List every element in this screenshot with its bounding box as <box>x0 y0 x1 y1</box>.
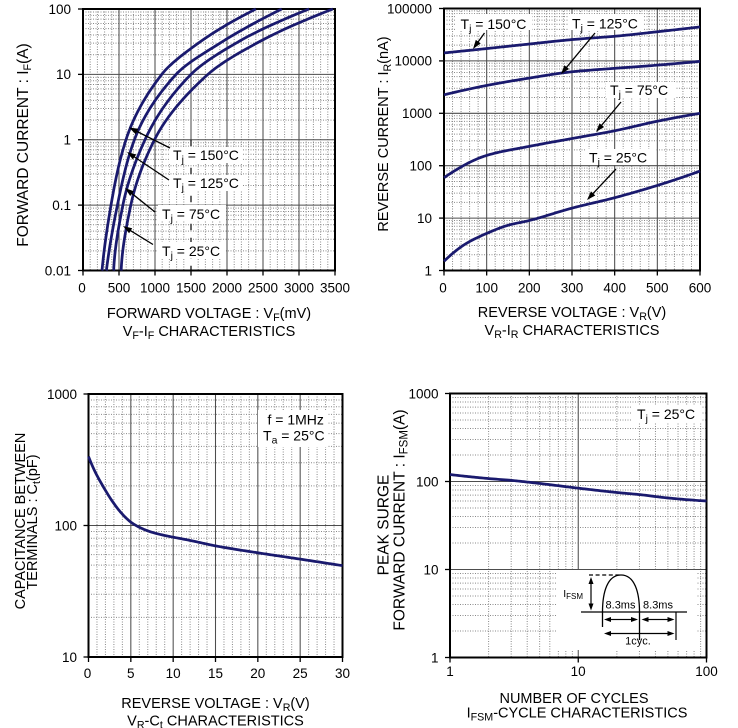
svg-text:8.3ms: 8.3ms <box>606 600 636 612</box>
svg-text:1: 1 <box>431 650 439 665</box>
svg-text:100: 100 <box>54 518 77 533</box>
svg-text:VR​-IR​ CHARACTERISTICS: VR​-IR​ CHARACTERISTICS <box>485 323 660 341</box>
svg-text:2500: 2500 <box>248 281 278 296</box>
svg-text:10: 10 <box>166 666 181 681</box>
svg-text:5: 5 <box>127 666 135 681</box>
svg-text:200: 200 <box>518 281 541 296</box>
svg-text:10: 10 <box>571 664 586 679</box>
svg-text:VR​-Ct​ CHARACTERISTICS: VR​-Ct​ CHARACTERISTICS <box>127 714 304 728</box>
svg-text:600: 600 <box>689 281 712 296</box>
svg-text:3500: 3500 <box>320 281 350 296</box>
svg-text:Tj​ = 75°C: Tj​ = 75°C <box>610 82 668 101</box>
svg-text:100: 100 <box>416 474 439 489</box>
svg-text:10: 10 <box>417 211 432 226</box>
svg-text:NUMBER OF CYCLES: NUMBER OF CYCLES <box>499 691 648 707</box>
svg-text:Tj​ = 150°C: Tj​ = 150°C <box>173 147 239 166</box>
svg-text:IFSM: IFSM <box>563 588 583 601</box>
svg-text:30: 30 <box>335 666 350 681</box>
svg-text:REVERSE VOLTAGE : VR​(V): REVERSE VOLTAGE : VR​(V) <box>121 696 310 714</box>
svg-text:Tj​ = 25°C: Tj​ = 25°C <box>162 243 220 262</box>
svg-text:Tj​ = 125°C: Tj​ = 125°C <box>572 16 638 35</box>
svg-text:20: 20 <box>250 666 265 681</box>
svg-text:100: 100 <box>475 281 498 296</box>
svg-text:PEAK SURGE: PEAK SURGE <box>376 475 393 576</box>
svg-text:10000: 10000 <box>394 54 432 69</box>
svg-text:100: 100 <box>409 159 432 174</box>
svg-text:10: 10 <box>62 650 77 665</box>
svg-text:25: 25 <box>293 666 308 681</box>
svg-text:1000: 1000 <box>408 386 438 401</box>
svg-text:1: 1 <box>446 664 454 679</box>
svg-text:100: 100 <box>48 2 71 17</box>
svg-text:1: 1 <box>424 263 432 278</box>
svg-text:0: 0 <box>84 666 92 681</box>
svg-text:100000: 100000 <box>387 1 432 16</box>
svg-text:FORWARD CURRENT : IFSM​(A): FORWARD CURRENT : IFSM​(A) <box>392 409 411 630</box>
svg-text:1000: 1000 <box>47 387 77 402</box>
svg-text:1: 1 <box>63 133 71 148</box>
svg-text:10: 10 <box>423 562 438 577</box>
svg-text:8.3ms: 8.3ms <box>643 600 673 612</box>
svg-text:0: 0 <box>78 281 86 296</box>
svg-text:10: 10 <box>56 67 71 82</box>
svg-text:IFSM​-CYCLE CHARACTERISTICS: IFSM​-CYCLE CHARACTERISTICS <box>467 706 688 724</box>
svg-text:Tj​ = 75°C: Tj​ = 75°C <box>162 206 220 225</box>
svg-text:TERMINALS : Ct​(pF): TERMINALS : Ct​(pF) <box>25 454 43 589</box>
svg-text:0.1: 0.1 <box>52 198 71 213</box>
svg-text:3000: 3000 <box>284 281 314 296</box>
svg-text:300: 300 <box>561 281 584 296</box>
svg-text:Tj​ = 25°C: Tj​ = 25°C <box>589 150 647 169</box>
svg-text:REVERSE CURRENT : IR​(nA): REVERSE CURRENT : IR​(nA) <box>376 36 394 231</box>
svg-text:1cyc.: 1cyc. <box>625 636 651 648</box>
svg-text:500: 500 <box>646 281 669 296</box>
svg-text:Ta​ = 25°C: Ta​ = 25°C <box>263 428 325 447</box>
svg-text:2000: 2000 <box>212 281 242 296</box>
svg-text:1500: 1500 <box>176 281 206 296</box>
svg-text:f = 1MHz: f = 1MHz <box>268 412 324 428</box>
svg-text:0.01: 0.01 <box>45 263 71 278</box>
svg-text:CAPACITANCE BETWEEN: CAPACITANCE BETWEEN <box>13 433 29 610</box>
svg-text:0: 0 <box>439 281 447 296</box>
svg-text:1000: 1000 <box>402 106 432 121</box>
svg-text:VF​-IF​ CHARACTERISTICS: VF​-IF​ CHARACTERISTICS <box>123 324 296 342</box>
svg-text:1000: 1000 <box>140 281 170 296</box>
svg-text:Tj​ = 150°C: Tj​ = 150°C <box>461 16 527 35</box>
svg-text:400: 400 <box>603 281 626 296</box>
svg-text:100: 100 <box>695 664 718 679</box>
svg-text:FORWARD CURRENT : IF​(A): FORWARD CURRENT : IF​(A) <box>15 43 34 246</box>
svg-text:Tj​ = 125°C: Tj​ = 125°C <box>173 175 239 194</box>
svg-text:15: 15 <box>208 666 223 681</box>
svg-text:Tj​ = 25°C: Tj​ = 25°C <box>637 406 695 425</box>
svg-text:500: 500 <box>108 281 131 296</box>
svg-text:FORWARD VOLTAGE : VF​(mV): FORWARD VOLTAGE : VF​(mV) <box>107 306 311 324</box>
svg-text:REVERSE VOLTAGE : VR​(V): REVERSE VOLTAGE : VR​(V) <box>478 305 667 323</box>
